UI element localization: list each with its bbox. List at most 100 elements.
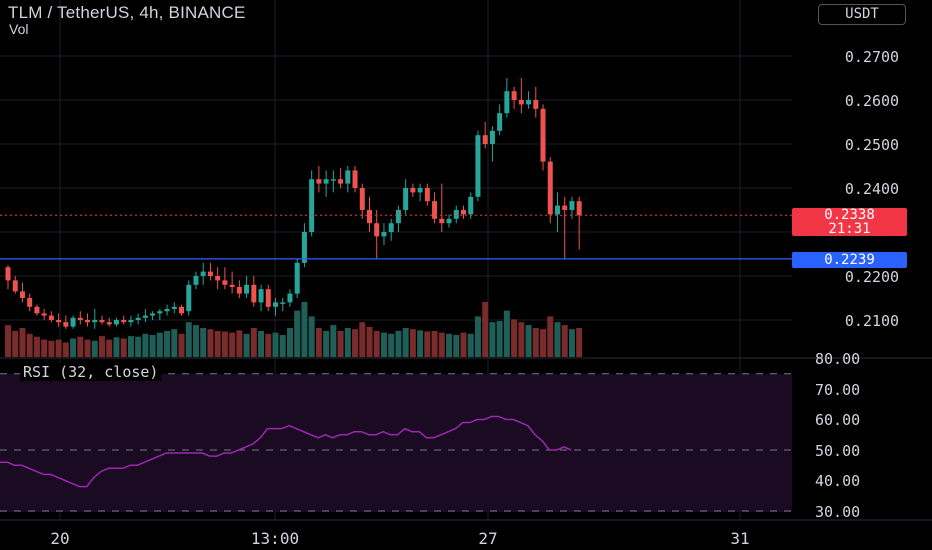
candle-body bbox=[99, 320, 105, 323]
volume-bar bbox=[171, 329, 178, 357]
candle-body bbox=[547, 161, 553, 215]
candle-body bbox=[142, 315, 148, 318]
candle-body bbox=[200, 271, 206, 276]
candle-body bbox=[113, 320, 119, 325]
candle-body bbox=[12, 280, 18, 292]
candle-body bbox=[215, 276, 221, 281]
candle-body bbox=[19, 291, 25, 298]
horizontal-line-badge[interactable]: 0.2239 bbox=[792, 252, 907, 268]
candle-body bbox=[316, 179, 322, 184]
symbol-title[interactable]: TLM / TetherUS, 4h, BINANCE bbox=[8, 3, 246, 22]
candle-body bbox=[432, 201, 438, 219]
volume-bar bbox=[135, 336, 142, 357]
volume-bar bbox=[323, 330, 330, 357]
volume-bar bbox=[431, 330, 438, 357]
price-tick-label: 0.2200 bbox=[844, 268, 900, 286]
candle-body bbox=[446, 218, 452, 224]
candle-body bbox=[171, 306, 177, 309]
candle-body bbox=[554, 205, 560, 215]
candle-body bbox=[367, 210, 372, 224]
volume-bar bbox=[446, 333, 453, 357]
candle-body bbox=[330, 179, 336, 181]
candle-body bbox=[265, 289, 271, 307]
candle-body bbox=[576, 201, 582, 216]
volume-bar bbox=[62, 342, 69, 357]
candle-body bbox=[540, 108, 546, 162]
volume-bar bbox=[279, 334, 286, 357]
currency-button[interactable]: USDT bbox=[818, 4, 906, 25]
volume-bar bbox=[337, 330, 344, 357]
candle-body bbox=[41, 313, 47, 316]
time-tick-label: 20 bbox=[50, 529, 70, 548]
volume-bar bbox=[142, 333, 149, 357]
volume-bar bbox=[388, 333, 395, 357]
time-tick-label: 27 bbox=[478, 529, 498, 548]
volume-bar bbox=[511, 319, 518, 357]
rsi-background-band bbox=[0, 374, 792, 512]
candle-body bbox=[489, 130, 495, 144]
candle-body bbox=[56, 320, 62, 323]
volume-bar bbox=[344, 328, 351, 357]
volume-bar bbox=[164, 330, 171, 357]
candle-body bbox=[504, 91, 510, 114]
volume-bar bbox=[380, 332, 387, 357]
candle-body bbox=[497, 113, 503, 131]
volume-bar bbox=[200, 328, 207, 357]
rsi-indicator-label[interactable]: RSI (32, close) bbox=[20, 363, 162, 381]
candle-body bbox=[273, 302, 279, 307]
candle-body bbox=[410, 188, 416, 193]
candle-body bbox=[374, 223, 380, 237]
candle-body bbox=[482, 135, 488, 144]
candle-body bbox=[48, 315, 54, 320]
volume-bar bbox=[532, 328, 539, 357]
candle-body bbox=[453, 210, 459, 219]
volume-bar bbox=[438, 332, 445, 357]
volume-bar bbox=[301, 301, 308, 357]
volume-bar bbox=[308, 316, 315, 357]
candle-body bbox=[287, 293, 293, 303]
candle-body bbox=[439, 218, 445, 224]
candle-body bbox=[121, 320, 127, 323]
volume-bar bbox=[359, 322, 366, 357]
candle-body bbox=[5, 267, 11, 281]
candle-body bbox=[526, 100, 532, 105]
candle-body bbox=[70, 317, 76, 327]
candle-body bbox=[294, 262, 300, 294]
volume-bar bbox=[453, 334, 460, 357]
candle-body bbox=[222, 280, 228, 285]
candle-body bbox=[128, 320, 134, 323]
volume-bar bbox=[106, 339, 113, 357]
candle-body bbox=[323, 179, 329, 184]
rsi-tick-label: 60.00 bbox=[815, 411, 861, 429]
volume-bars bbox=[5, 301, 583, 357]
volume-bar bbox=[214, 330, 221, 357]
candle-body bbox=[338, 179, 344, 184]
volume-bar bbox=[352, 329, 359, 357]
volume-bar bbox=[561, 325, 568, 357]
candle-body bbox=[518, 100, 524, 105]
volume-bar bbox=[185, 322, 192, 357]
volume-bar bbox=[26, 333, 33, 357]
rsi-line bbox=[0, 415, 572, 488]
candle-body bbox=[388, 223, 394, 232]
volume-bar bbox=[55, 339, 62, 357]
candle-body bbox=[63, 322, 69, 327]
volume-bar bbox=[286, 328, 293, 357]
volume-bar bbox=[5, 325, 11, 357]
volume-bar bbox=[98, 336, 105, 357]
candle-body bbox=[186, 284, 192, 312]
volume-bar bbox=[70, 338, 77, 357]
candle-body bbox=[207, 271, 213, 276]
volume-indicator-label[interactable]: Vol bbox=[9, 21, 29, 37]
volume-bar bbox=[518, 322, 525, 357]
rsi-tick-label: 40.00 bbox=[815, 472, 861, 490]
volume-bar bbox=[272, 332, 279, 357]
volume-bar bbox=[315, 328, 322, 357]
volume-bar bbox=[474, 316, 481, 357]
rsi-tick-label: 70.00 bbox=[815, 381, 861, 399]
candle-body bbox=[352, 170, 358, 188]
candle-body bbox=[417, 188, 423, 193]
volume-bar bbox=[540, 329, 547, 357]
candle-body bbox=[92, 320, 98, 323]
